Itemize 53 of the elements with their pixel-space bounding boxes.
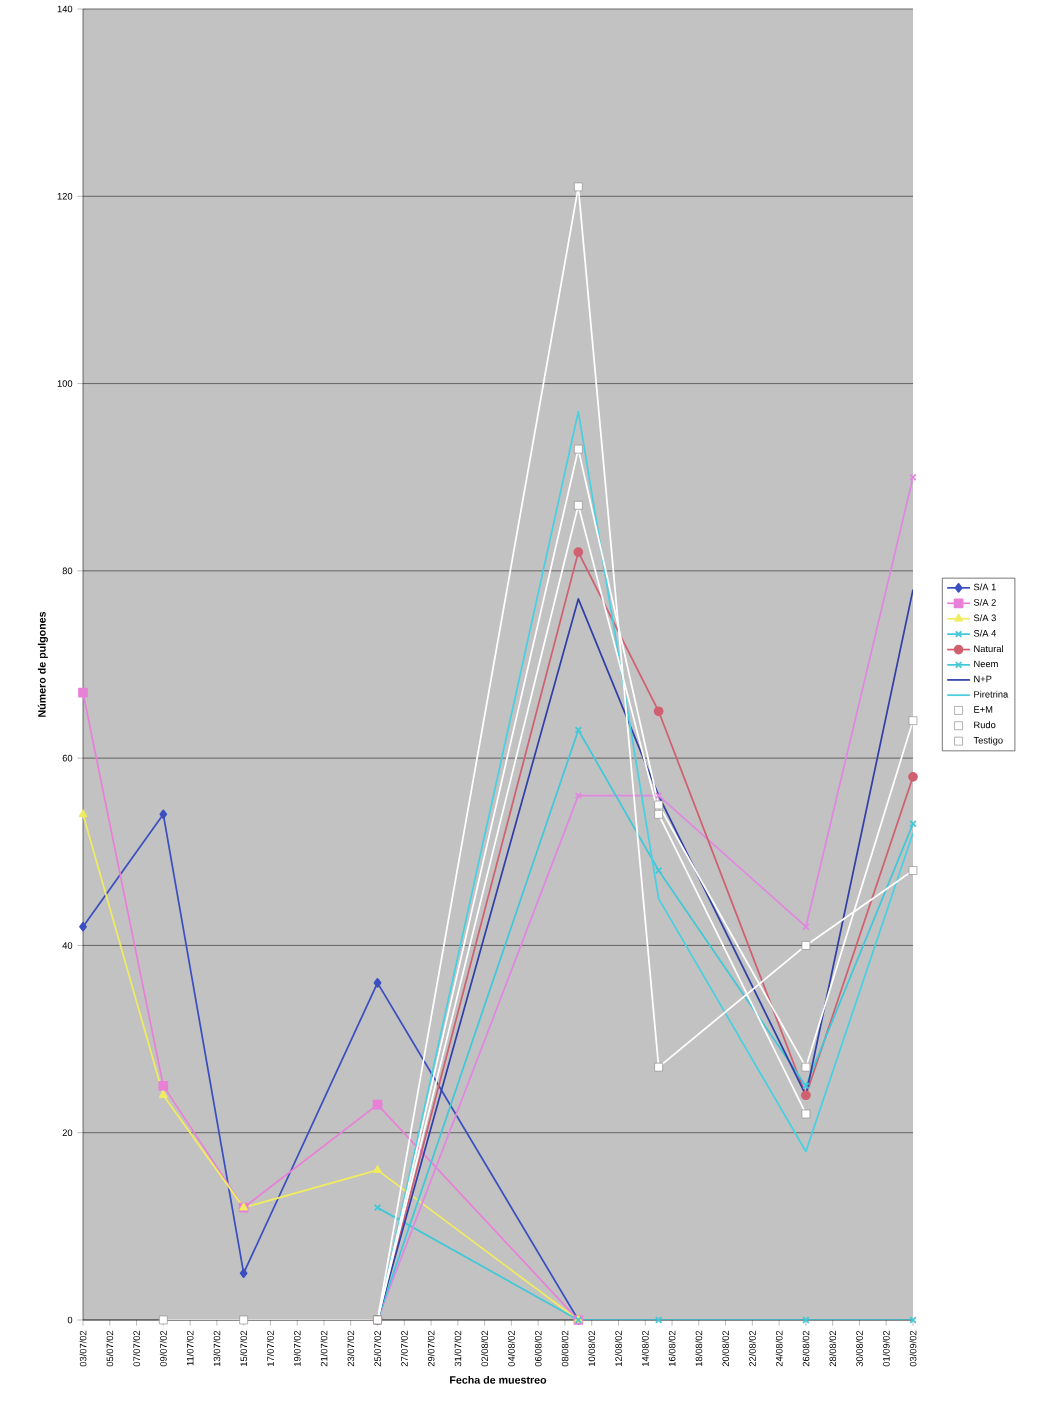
y-tick-label: 60 bbox=[62, 754, 73, 762]
legend-label: Natural bbox=[974, 645, 1003, 653]
x-tick-label: 10/08/02 bbox=[588, 1330, 596, 1367]
x-tick-label: 23/07/02 bbox=[347, 1330, 355, 1367]
x-tick-label: 24/08/02 bbox=[775, 1330, 783, 1367]
legend-label: Piretrina bbox=[974, 690, 1009, 698]
x-tick-label: 04/08/02 bbox=[507, 1330, 515, 1367]
x-tick-label: 15/07/02 bbox=[240, 1330, 248, 1367]
x-tick-label: 21/07/02 bbox=[320, 1330, 328, 1367]
x-tick-label: 12/08/02 bbox=[615, 1330, 622, 1367]
x-tick-label: 03/09/02 bbox=[909, 1330, 917, 1367]
legend-label: Neem bbox=[974, 660, 998, 668]
x-tick-label: 18/08/02 bbox=[695, 1330, 703, 1367]
x-tick-label: 19/07/02 bbox=[293, 1330, 301, 1367]
x-tick-label: 31/07/02 bbox=[454, 1330, 462, 1367]
x-tick-label: 26/08/02 bbox=[802, 1330, 810, 1367]
x-tick-label: 06/08/02 bbox=[534, 1330, 542, 1367]
x-tick-label: 25/07/02 bbox=[374, 1330, 381, 1367]
x-tick-label: 01/09/02 bbox=[882, 1330, 890, 1367]
legend-label: S/A 1 bbox=[973, 583, 996, 591]
y-tick-label: 0 bbox=[67, 1316, 73, 1324]
x-tick-label: 27/07/02 bbox=[400, 1330, 408, 1367]
y-tick-label: 80 bbox=[62, 567, 73, 575]
y-tick-label: 100 bbox=[57, 380, 73, 387]
y-tick-label: 140 bbox=[57, 5, 73, 13]
x-tick-label: 05/07/02 bbox=[106, 1330, 114, 1367]
legend-label: E+M bbox=[974, 706, 993, 713]
legend-label: S/A 4 bbox=[973, 629, 997, 637]
x-tick-label: 20/08/02 bbox=[722, 1330, 729, 1367]
legend-label: Rudo bbox=[974, 721, 996, 729]
x-tick-label: 17/07/02 bbox=[267, 1330, 274, 1367]
y-tick-label: 20 bbox=[62, 1129, 73, 1137]
x-tick-label: 22/08/02 bbox=[748, 1330, 756, 1367]
x-tick-label: 29/07/02 bbox=[427, 1330, 435, 1367]
x-tick-label: 02/08/02 bbox=[481, 1330, 489, 1367]
x-tick-label: 07/07/02 bbox=[133, 1330, 140, 1367]
legend-label: N+P bbox=[974, 675, 992, 683]
x-tick-label: 13/07/02 bbox=[213, 1330, 221, 1367]
legend-label: S/A 2 bbox=[973, 598, 996, 606]
x-tick-label: 28/08/02 bbox=[829, 1330, 837, 1367]
legend-label: S/A 3 bbox=[973, 614, 996, 622]
x-tick-label: 30/08/02 bbox=[856, 1330, 863, 1367]
x-tick-label: 14/08/02 bbox=[641, 1330, 649, 1367]
x-tick-label: 11/07/02 bbox=[186, 1330, 194, 1366]
x-axis-title: Fecha de muestreo bbox=[450, 1375, 547, 1384]
x-tick-label: 09/07/02 bbox=[159, 1330, 167, 1367]
legend-label: Testigo bbox=[973, 736, 1003, 746]
y-axis-title: Número de pulgones bbox=[37, 611, 48, 717]
y-tick-label: 40 bbox=[62, 942, 73, 949]
x-tick-label: 16/08/02 bbox=[668, 1330, 676, 1367]
y-tick-label: 120 bbox=[57, 192, 73, 200]
x-tick-label: 08/08/02 bbox=[561, 1330, 569, 1367]
x-tick-label: 03/07/02 bbox=[79, 1330, 87, 1367]
